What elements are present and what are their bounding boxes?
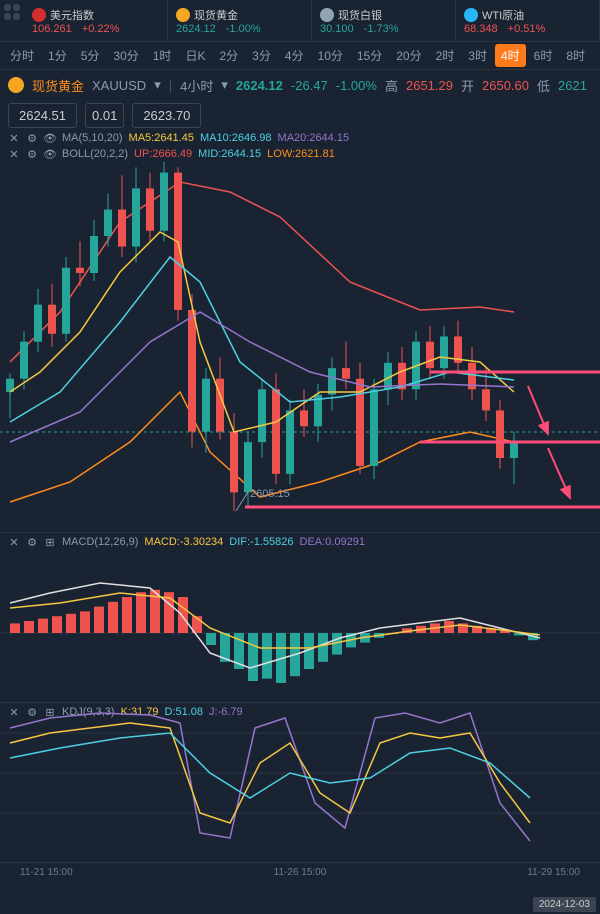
kdj-panel[interactable]: ✕ ⚙ ⊞ KDJ(9,3,3) K:31.79 D:51.08 J:-6.79 (0, 702, 600, 862)
eye-icon[interactable]: 👁 (44, 148, 56, 160)
open-label: 开 (461, 76, 474, 95)
spread-box[interactable]: 0.01 (85, 103, 124, 128)
timeframe-bar: 分时1分5分30分1时日K2分3分4分10分15分20分2时3时4时6时8时 (0, 42, 600, 70)
dropdown-icon[interactable]: ▾ (221, 77, 228, 93)
price-change: -26.47 (291, 78, 328, 93)
boll-up: UP:2666.49 (134, 148, 192, 160)
ticker-price: 68.348 (464, 23, 498, 35)
ticker-change: +0.51% (508, 23, 546, 35)
timeframe-button[interactable]: 8时 (560, 44, 591, 67)
ticker-icon (176, 8, 190, 22)
price-boxes: 2624.51 0.01 2623.70 (0, 100, 600, 130)
settings-icon[interactable]: ⚙ (26, 148, 38, 160)
ticker-icon (32, 8, 46, 22)
timeframe-button[interactable]: 分时 (4, 44, 40, 67)
timeframe-button[interactable]: 10分 (312, 44, 349, 67)
ticker-name-text: 现货白银 (338, 7, 382, 23)
close-icon[interactable]: ✕ (8, 132, 20, 144)
boll-indicator-row: ✕ ⚙ 👁 BOLL(20,2,2) UP:2666.49 MID:2644.1… (0, 146, 600, 162)
gold-icon (8, 77, 24, 93)
timeframe-button[interactable]: 3时 (462, 44, 493, 67)
timeframe-button[interactable]: 4时 (495, 44, 526, 67)
boll-label: BOLL(20,2,2) (62, 148, 128, 160)
ticker-price: 2624.12 (176, 23, 216, 35)
timeframe-button[interactable]: 1时 (147, 44, 178, 67)
close-icon[interactable]: ✕ (8, 148, 20, 160)
svg-text:2605.15: 2605.15 (250, 488, 290, 500)
ticker-item[interactable]: 现货白银 30.100 -1.73% (312, 0, 456, 41)
ma-label: MA(5,10,20) (62, 132, 123, 144)
time-axis: 11-21 15:00 11-26 15:00 11-29 15:00 (0, 862, 600, 886)
period-label[interactable]: 4小时 (180, 76, 213, 95)
app-menu-icon[interactable] (0, 0, 24, 24)
main-candlestick-chart[interactable]: 2605.15 (0, 162, 600, 532)
ask-box[interactable]: 2623.70 (132, 103, 201, 128)
ticker-price: 106.261 (32, 23, 72, 35)
symbol-code[interactable]: XAUUSD (92, 78, 146, 93)
timeframe-button[interactable]: 2分 (213, 44, 244, 67)
ticker-price: 30.100 (320, 23, 354, 35)
ticker-name-text: 现货黄金 (194, 7, 238, 23)
ma-indicator-row: ✕ ⚙ 👁 MA(5,10,20) MA5:2641.45 MA10:2646.… (0, 130, 600, 146)
ma5-value: MA5:2641.45 (129, 132, 194, 144)
ticker-change: +0.22% (82, 23, 120, 35)
xaxis-label: 11-29 15:00 (527, 867, 580, 882)
timeframe-button[interactable]: 2时 (430, 44, 461, 67)
ticker-item[interactable]: 现货黄金 2624.12 -1.00% (168, 0, 312, 41)
ticker-change: -1.73% (364, 23, 399, 35)
timeframe-button[interactable]: 6时 (528, 44, 559, 67)
timeframe-button[interactable]: 4分 (279, 44, 310, 67)
date-badge: 2024-12-03 (533, 897, 596, 912)
xaxis-label: 11-26 15:00 (274, 867, 327, 882)
boll-mid: MID:2644.15 (198, 148, 261, 160)
ticker-bar: 美元指数 106.261 +0.22% 现货黄金 2624.12 -1.00% 现货白银… (0, 0, 600, 42)
timeframe-button[interactable]: 日K (179, 44, 211, 67)
low-value: 2621 (558, 78, 587, 93)
ma20-value: MA20:2644.15 (278, 132, 350, 144)
bid-box[interactable]: 2624.51 (8, 103, 77, 128)
open-value: 2650.60 (482, 78, 529, 93)
ticker-change: -1.00% (226, 23, 261, 35)
ticker-item[interactable]: WTI原油 68.348 +0.51% (456, 0, 600, 41)
timeframe-button[interactable]: 15分 (351, 44, 388, 67)
ticker-icon (464, 8, 478, 22)
dropdown-icon[interactable]: ▾ (154, 77, 161, 93)
boll-low: LOW:2621.81 (267, 148, 335, 160)
ticker-icon (320, 8, 334, 22)
settings-icon[interactable]: ⚙ (26, 132, 38, 144)
high-value: 2651.29 (406, 78, 453, 93)
timeframe-button[interactable]: 3分 (246, 44, 277, 67)
ticker-item[interactable]: 美元指数 106.261 +0.22% (24, 0, 168, 41)
current-price: 2624.12 (236, 78, 283, 93)
low-label: 低 (537, 76, 550, 95)
eye-icon[interactable]: 👁 (44, 132, 56, 144)
symbol-header: 现货黄金 XAUUSD ▾ | 4小时 ▾ 2624.12 -26.47 -1.… (0, 70, 600, 100)
timeframe-button[interactable]: 20分 (390, 44, 427, 67)
ticker-name-text: 美元指数 (50, 7, 94, 23)
macd-panel[interactable]: ✕ ⚙ ⊞ MACD(12,26,9) MACD:-3.30234 DIF:-1… (0, 532, 600, 702)
xaxis-label: 11-21 15:00 (20, 867, 73, 882)
timeframe-button[interactable]: 1分 (42, 44, 73, 67)
ticker-name-text: WTI原油 (482, 7, 524, 23)
symbol-name[interactable]: 现货黄金 (32, 76, 84, 95)
timeframe-button[interactable]: 30分 (107, 44, 144, 67)
high-label: 高 (385, 76, 398, 95)
timeframe-button[interactable]: 5分 (75, 44, 106, 67)
price-pct: -1.00% (336, 78, 377, 93)
ma10-value: MA10:2646.98 (200, 132, 272, 144)
